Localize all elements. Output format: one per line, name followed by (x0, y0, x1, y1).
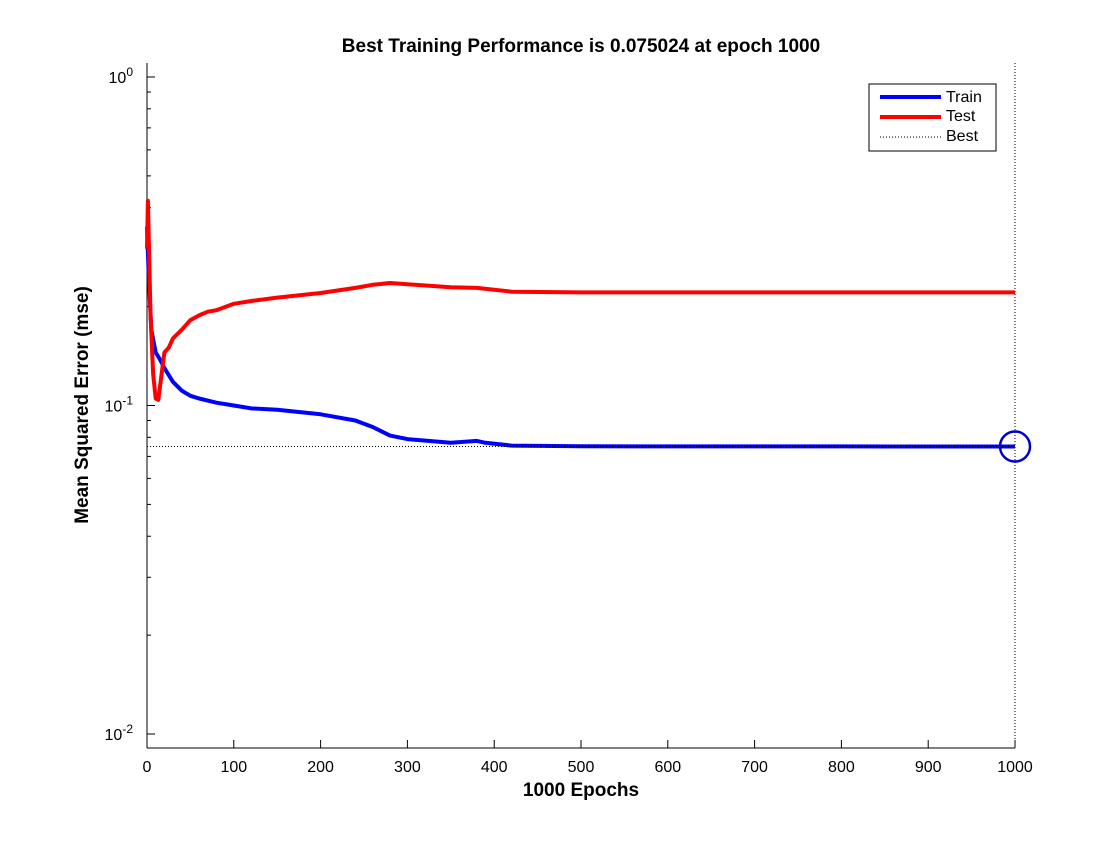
legend: Train Test Best (868, 83, 997, 152)
x-tick-label: 100 (220, 759, 247, 776)
axes-box (147, 63, 1015, 748)
x-tick-label: 900 (915, 759, 942, 776)
y-axis-label: Mean Squared Error (mse) (72, 286, 93, 524)
plot-area (145, 63, 1032, 749)
legend-best-label: Best (946, 128, 979, 145)
x-axis-label: 1000 Epochs (523, 780, 639, 801)
x-tick-label: 1000 (997, 759, 1033, 776)
y-tick-label: 10-1 (105, 394, 134, 416)
x-tick-label: 600 (654, 759, 681, 776)
chart-title: Best Training Performance is 0.075024 at… (342, 36, 820, 57)
y-tick-label: 100 (109, 65, 134, 87)
y-tick-labels: 10-2 10-1 100 (105, 65, 134, 744)
x-tick-label: 800 (828, 759, 855, 776)
x-tick-labels: 0 100 200 300 400 500 600 700 800 900 1000 (143, 759, 1033, 776)
axis-ticks (146, 76, 1016, 748)
x-tick-label: 200 (307, 759, 334, 776)
legend-test-label: Test (946, 108, 976, 125)
series-layer (145, 198, 1032, 463)
x-tick-label: 0 (143, 759, 152, 776)
x-tick-label: 300 (394, 759, 421, 776)
legend-train-label: Train (946, 89, 982, 106)
y-tick-label: 10-2 (105, 722, 134, 744)
best-point-marker (998, 430, 1032, 463)
x-tick-label: 500 (568, 759, 595, 776)
x-tick-label: 400 (481, 759, 508, 776)
x-tick-label: 700 (741, 759, 768, 776)
series-test-line (145, 198, 1015, 402)
